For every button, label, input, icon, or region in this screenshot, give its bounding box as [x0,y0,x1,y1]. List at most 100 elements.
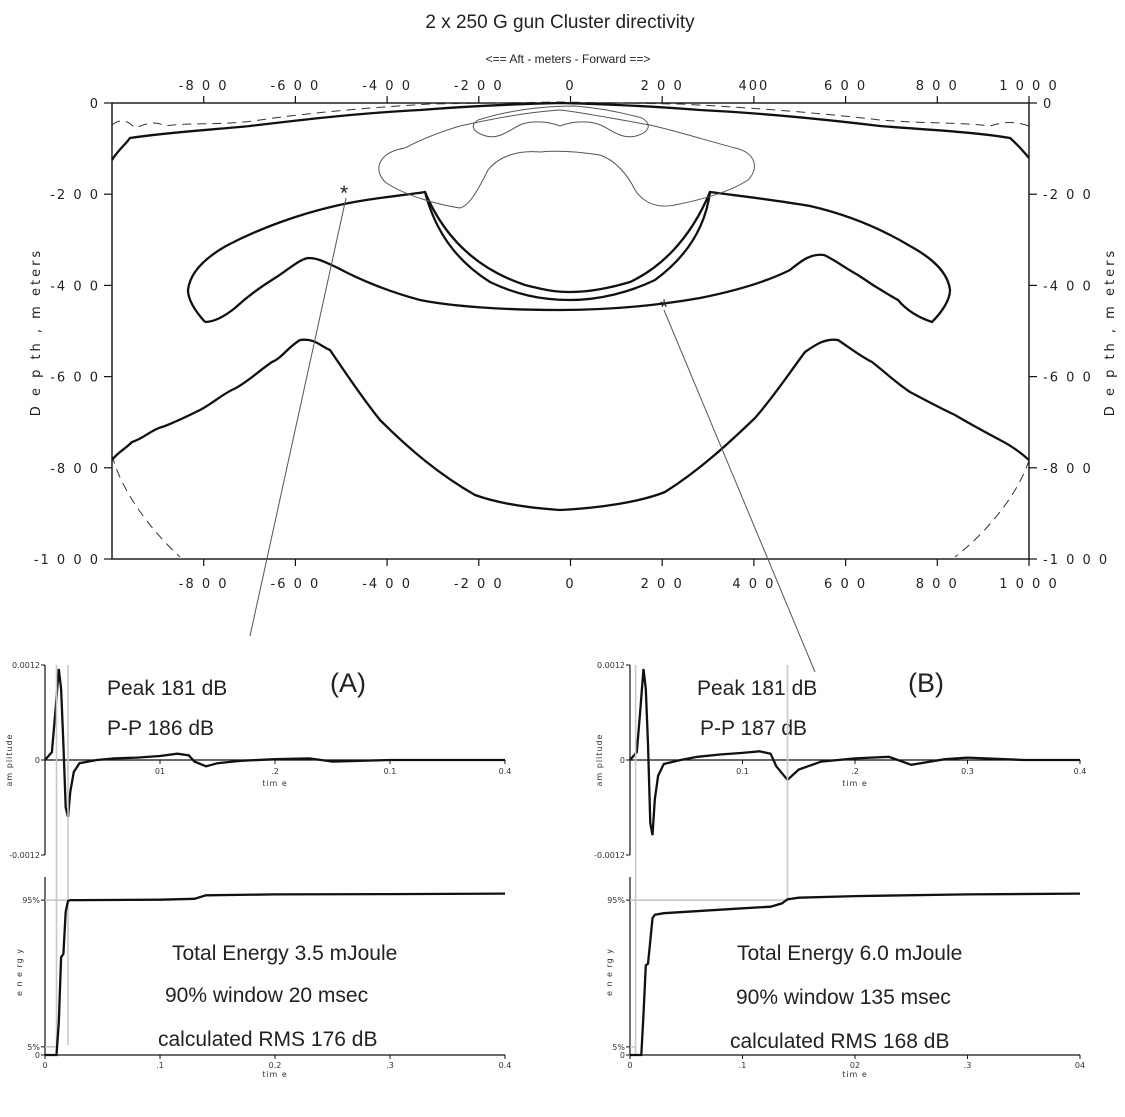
leader-line-a [249,197,347,637]
top-axis-label: <== Aft - meters - Forward ==> [486,52,651,66]
bottom-tick-label: -8 0 0 [179,577,229,592]
amplitude-y-tick-label: 0 [620,756,625,765]
energy-x-tick-label: 0 [627,1061,632,1070]
energy-x-tick-label: 04 [1075,1061,1085,1070]
panel-a-peak: Peak 181 dB [107,677,227,700]
top-tick-label: 2 0 0 [641,79,684,94]
right-tick-label: -4 0 0 [1043,279,1093,294]
energy-y-label: e n e rg y [15,948,24,996]
top-tick-label: 0 [565,79,575,94]
left-tick-label: -8 0 0 [50,462,100,477]
marker-a: * [340,182,348,205]
top-tick-label: 400 [738,79,769,94]
energy-curve [45,892,506,1057]
contour-line-5 [378,109,755,209]
bottom-tick-label: 4 0 0 [732,577,775,592]
panel-a-amplitude-plot: 0.0012 0 -0.0012 01 .2 0.1 0.4 am plitude tim e [5,661,511,1055]
energy-x-tick-label: 0.2 [269,1061,282,1070]
energy-x-tick-label: .3 [386,1061,394,1070]
contour-line-outer-dashed-right [954,459,1030,558]
chart-title: 2 x 250 G gun Cluster directivity [425,12,695,33]
amplitude-waveform [44,668,505,818]
top-tick-label: 8 0 0 [916,79,959,94]
energy-x-tick-label: .1 [156,1061,164,1070]
top-tick-label: -4 0 0 [362,79,412,94]
bottom-tick-label: 6 0 0 [824,577,867,592]
contour-line-4 [423,191,712,294]
right-tick-label: -6 0 0 [1043,371,1093,386]
amplitude-x-tick-label: 01 [155,767,165,776]
right-tick-label: 0 [1043,97,1053,112]
energy-x-tick-label: 0.4 [499,1061,512,1070]
amplitude-y-tick-label: -0.0012 [9,851,40,860]
leader-line-b [663,309,816,673]
top-tick-label: 6 0 0 [824,79,867,94]
amplitude-y-tick-label: 0.0012 [597,661,625,670]
energy-y-tick-label: 0 [35,1051,40,1060]
bottom-tick-label: 0 [565,577,575,592]
amplitude-x-tick-label: .2 [851,767,859,776]
amplitude-y-tick-label: -0.0012 [594,851,625,860]
panel-a-label: (A) [330,668,366,698]
panel-b-peak: Peak 181 dB [697,677,817,700]
panel-a-window: 90% window 20 msec [165,984,368,1007]
top-tick-label: -6 0 0 [271,79,321,94]
left-tick-label: -1 0 0 0 [34,553,100,568]
energy-x-tick-label: 02 [850,1061,860,1070]
contour-ticks: -8 0 0 -8 0 0 -6 0 0 -6 0 0 -4 0 0 -4 0 0 -2 0… [34,79,1109,592]
amplitude-y-tick-label: 0.0012 [12,661,40,670]
directivity-contour-plot: D e p th , m eters D e p th , m eters * … [29,79,1118,673]
bottom-tick-label: 1 0 0 0 [999,577,1058,592]
amplitude-x-tick-label: .2 [271,767,279,776]
contour-line-6 [472,105,649,138]
amplitude-x-tick-label: 0.1 [736,767,749,776]
panel-b-window: 90% window 135 msec [736,986,951,1009]
energy-y-tick-label: 0 [620,1051,625,1060]
contour-line-2 [111,338,1030,512]
bottom-tick-label: -6 0 0 [271,577,321,592]
top-tick-label: 1 0 0 0 [999,79,1058,94]
energy-x-label: tim e [842,1070,868,1079]
panel-b-amplitude-plot: 0.0012 0 -0.0012 0.1 .2 0.3 0.4 am plitude tim e [594,661,1086,1055]
left-y-axis-label: D e p th , m eters [29,248,44,416]
left-tick-label: -4 0 0 [50,279,100,294]
right-y-axis-label: D e p th , m eters [1103,248,1118,416]
bottom-tick-label: 8 0 0 [916,577,959,592]
amplitude-x-tick-label: 0.1 [384,767,397,776]
energy-curve [630,892,1081,1057]
energy-y-tick-label: 95% [607,896,625,905]
amplitude-x-tick-label: 0.4 [499,767,512,776]
right-tick-label: -8 0 0 [1043,462,1093,477]
panel-a-pp: P-P 186 dB [107,717,214,740]
amplitude-y-label: am plitude [595,734,604,787]
amplitude-x-label: tim e [262,779,288,788]
energy-y-tick-label: 5% [612,1043,625,1052]
top-tick-label: -8 0 0 [179,79,229,94]
panel-b: (B) Peak 181 dB P-P 187 dB Total Energy … [594,661,1086,1079]
energy-y-tick-label: 5% [27,1043,40,1052]
panel-a-rms: calculated RMS 176 dB [158,1028,377,1051]
amplitude-y-label: am plitude [5,734,14,787]
contour-line-1 [111,101,1030,161]
panel-b-energy: Total Energy 6.0 mJoule [737,942,962,965]
panel-a-energy: Total Energy 3.5 mJoule [172,942,397,965]
left-tick-label: -2 0 0 [50,188,100,203]
marker-b: * [660,296,668,319]
bottom-tick-label: -2 0 0 [454,577,504,592]
panel-a-energy-plot: 95% 5%00 .1 0.2 .3 0.4 e n e rg y tim e [15,877,511,1079]
right-tick-label: -2 0 0 [1043,188,1093,203]
energy-y-tick-label: 95% [22,896,40,905]
panel-b-energy-plot: 95% 5%00 .1 02 .3 04 e n e rg y tim e [605,877,1085,1079]
amplitude-x-tick-label: 0.3 [961,767,974,776]
bottom-tick-label: -4 0 0 [362,577,412,592]
amplitude-waveform [629,668,1080,836]
right-tick-label: -1 0 0 0 [1043,553,1109,568]
energy-x-tick-label: .1 [739,1061,747,1070]
panel-b-label: (B) [908,668,944,698]
bottom-tick-label: 2 0 0 [641,577,684,592]
energy-y-label: e n e rg y [605,948,614,996]
contour-line-3 [186,190,952,324]
amplitude-y-tick-label: 0 [35,756,40,765]
left-tick-label: 0 [90,97,100,112]
